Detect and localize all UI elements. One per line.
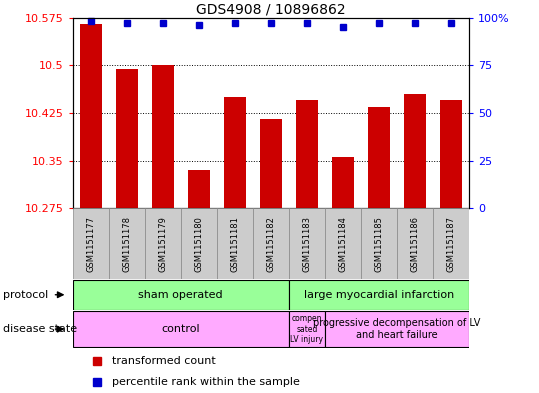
Text: GSM1151180: GSM1151180 [195,216,203,272]
Bar [181,208,217,279]
Text: compen
sated
LV injury: compen sated LV injury [291,314,323,344]
Bar [289,280,469,310]
Bar [224,97,246,208]
Text: disease state: disease state [3,324,77,334]
Text: GSM1151179: GSM1151179 [158,216,167,272]
Text: GSM1151185: GSM1151185 [375,216,383,272]
Text: GSM1151184: GSM1151184 [338,216,347,272]
Text: large myocardial infarction: large myocardial infarction [304,290,454,300]
Title: GDS4908 / 10896862: GDS4908 / 10896862 [196,2,345,17]
Text: progressive decompensation of LV
and heart failure: progressive decompensation of LV and hea… [313,318,481,340]
Bar [80,24,101,208]
Text: percentile rank within the sample: percentile rank within the sample [113,377,300,387]
Bar [289,311,325,347]
Text: GSM1151186: GSM1151186 [410,216,419,272]
Text: transformed count: transformed count [113,356,216,366]
Text: GSM1151183: GSM1151183 [302,216,312,272]
Bar [217,208,253,279]
Text: GSM1151178: GSM1151178 [122,216,132,272]
Bar [368,107,390,208]
Text: control: control [162,324,200,334]
Bar [325,311,469,347]
Bar [332,158,354,208]
Bar [433,208,469,279]
Bar [289,208,325,279]
Bar [145,208,181,279]
Bar [440,100,462,208]
Bar [152,65,174,208]
Text: GSM1151182: GSM1151182 [266,216,275,272]
Text: GSM1151181: GSM1151181 [230,216,239,272]
Bar [116,68,137,208]
Bar [253,208,289,279]
Bar [397,208,433,279]
Bar [361,208,397,279]
Bar [73,311,289,347]
Bar [325,208,361,279]
Bar [296,100,317,208]
Text: sham operated: sham operated [139,290,223,300]
Text: protocol: protocol [3,290,48,300]
Bar [260,119,282,208]
Bar [404,94,426,208]
Text: GSM1151187: GSM1151187 [446,216,455,272]
Bar [188,170,210,208]
Bar [73,280,289,310]
Bar [109,208,145,279]
Text: GSM1151177: GSM1151177 [86,216,95,272]
Bar [73,208,109,279]
